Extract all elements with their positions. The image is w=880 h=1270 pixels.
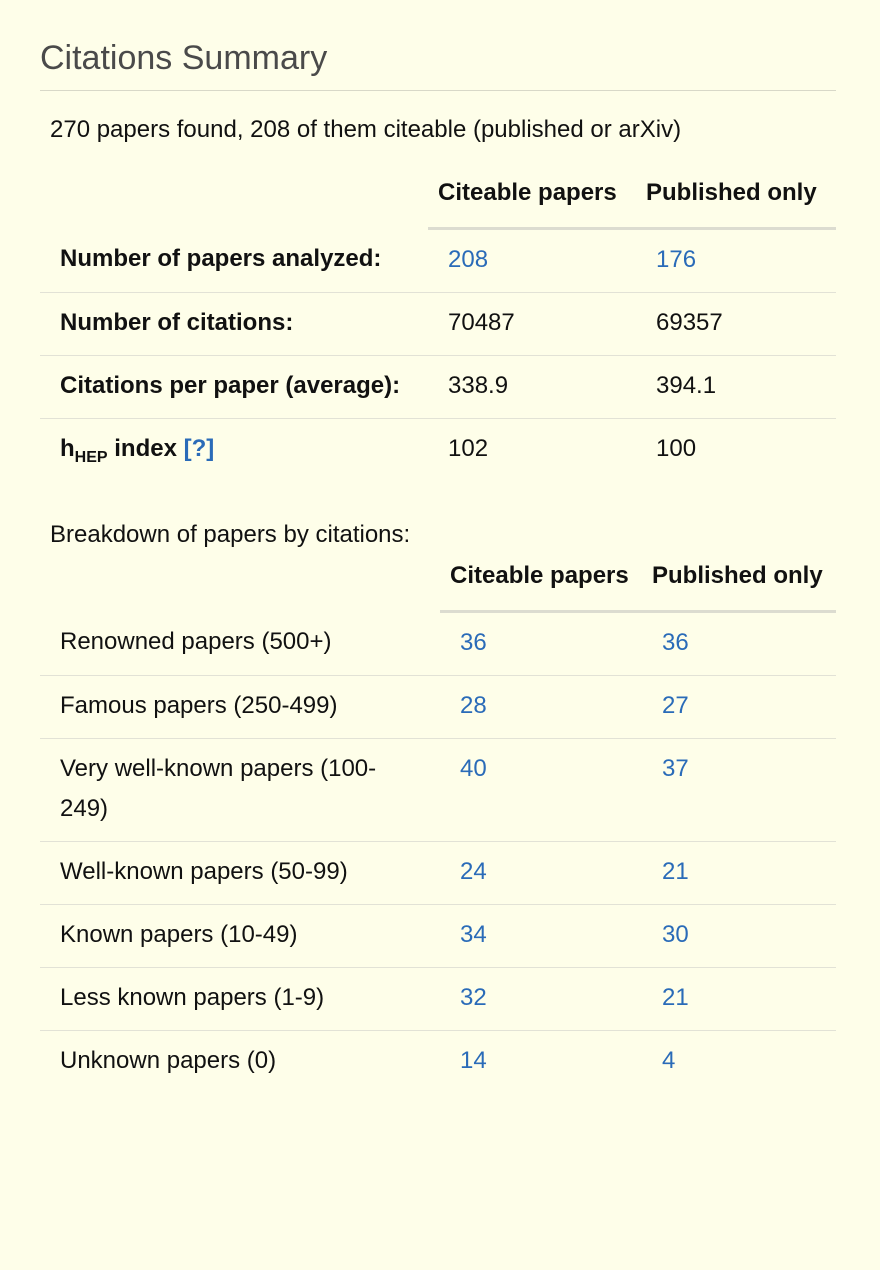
summary-table-header: Citeable papers Published only (40, 167, 836, 230)
citeable-count-link[interactable]: 40 (460, 755, 487, 782)
published-count-link[interactable]: 36 (662, 629, 689, 656)
citeable-count-link[interactable]: 34 (460, 921, 487, 948)
breakdown-table-header: Citeable papers Published only (40, 550, 836, 613)
cell-published[interactable]: 176 (636, 229, 836, 293)
row-label: Citations per paper (average): (40, 355, 428, 419)
citation-summary-table: Citeable papers Published only Number of… (40, 167, 836, 484)
citeable-count-link[interactable]: 36 (460, 629, 487, 656)
citeable-count-link[interactable]: 24 (460, 858, 487, 885)
table-row-hindex: hHEP index [?] 102 100 (40, 418, 836, 484)
cell-citeable[interactable]: 36 (440, 612, 642, 676)
hindex-h: h (60, 435, 75, 462)
cell-published[interactable]: 37 (642, 738, 836, 842)
published-count-link[interactable]: 27 (662, 692, 689, 719)
hindex-help-link[interactable]: [?] (183, 435, 215, 462)
published-count-link[interactable]: 37 (662, 755, 689, 782)
papers-found-summary: 270 papers found, 208 of them citeable (… (50, 116, 682, 143)
table-row: Number of citations: 70487 69357 (40, 292, 836, 356)
header-blank (40, 167, 428, 229)
row-label: Less known papers (1-9) (40, 967, 440, 1031)
header-published: Published only (642, 550, 836, 613)
papers-analyzed-published-link[interactable]: 176 (656, 246, 697, 273)
cell-published[interactable]: 30 (642, 904, 836, 968)
row-label: Number of papers analyzed: (60, 244, 382, 272)
published-count-link[interactable]: 21 (662, 984, 689, 1011)
cell-citeable: 70487 (428, 292, 636, 356)
citations-summary-panel: Citations Summary 270 papers found, 208 … (40, 0, 836, 1093)
published-count-link[interactable]: 30 (662, 921, 689, 948)
published-count-link[interactable]: 4 (662, 1047, 676, 1074)
citeable-count-link[interactable]: 14 (460, 1047, 487, 1074)
cell-citeable[interactable]: 40 (440, 738, 642, 842)
table-row: Unknown papers (0) 14 4 (40, 1030, 836, 1093)
cell-published[interactable]: 21 (642, 967, 836, 1031)
cell-citeable[interactable]: 28 (440, 675, 642, 739)
hindex-label: hHEP index [?] (40, 418, 428, 484)
table-row: Citations per paper (average): 338.9 394… (40, 355, 836, 419)
published-count-link[interactable]: 21 (662, 858, 689, 885)
table-row: Well-known papers (50-99) 24 21 (40, 841, 836, 905)
row-label: Famous papers (250-499) (40, 675, 440, 739)
table-row: Famous papers (250-499) 28 27 (40, 675, 836, 739)
citeable-count-link[interactable]: 32 (460, 984, 487, 1011)
cell-citeable[interactable]: 32 (440, 967, 642, 1031)
panel-title: Citations Summary (40, 0, 836, 91)
breakdown-table: Citeable papers Published only Renowned … (40, 550, 836, 1093)
table-row: Number of papers analyzed: 208 176 (40, 229, 836, 293)
cell-published[interactable]: 36 (642, 612, 836, 676)
row-label: Unknown papers (0) (40, 1030, 440, 1093)
table-row: Less known papers (1-9) 32 21 (40, 967, 836, 1031)
cell-citeable: 102 (428, 418, 636, 484)
header-citeable: Citeable papers (440, 550, 642, 613)
row-label: Renowned papers (500+) (60, 627, 332, 655)
cell-published: 394.1 (636, 355, 836, 419)
table-row: Renowned papers (500+) 36 36 (40, 612, 836, 676)
cell-published[interactable]: 21 (642, 841, 836, 905)
row-label: Very well-known papers (100-249) (40, 738, 440, 842)
cell-published[interactable]: 4 (642, 1030, 836, 1093)
cell-published[interactable]: 27 (642, 675, 836, 739)
table-row: Known papers (10-49) 34 30 (40, 904, 836, 968)
header-published: Published only (636, 167, 836, 230)
hindex-subscript: HEP (74, 449, 108, 466)
cell-published: 100 (636, 418, 836, 484)
citeable-count-link[interactable]: 28 (460, 692, 487, 719)
cell-citeable[interactable]: 14 (440, 1030, 642, 1093)
row-label: Well-known papers (50-99) (40, 841, 440, 905)
papers-analyzed-citeable-link[interactable]: 208 (448, 246, 489, 273)
breakdown-title: Breakdown of papers by citations: (50, 521, 411, 548)
row-label: Known papers (10-49) (40, 904, 440, 968)
cell-citeable[interactable]: 24 (440, 841, 642, 905)
hindex-index-word: index (107, 435, 184, 462)
cell-citeable[interactable]: 208 (428, 229, 636, 293)
header-citeable: Citeable papers (428, 167, 636, 230)
cell-citeable[interactable]: 34 (440, 904, 642, 968)
cell-citeable: 338.9 (428, 355, 636, 419)
table-row: Very well-known papers (100-249) 40 37 (40, 738, 836, 842)
header-blank (40, 550, 440, 612)
cell-published: 69357 (636, 292, 836, 356)
row-label: Number of citations: (40, 292, 428, 356)
